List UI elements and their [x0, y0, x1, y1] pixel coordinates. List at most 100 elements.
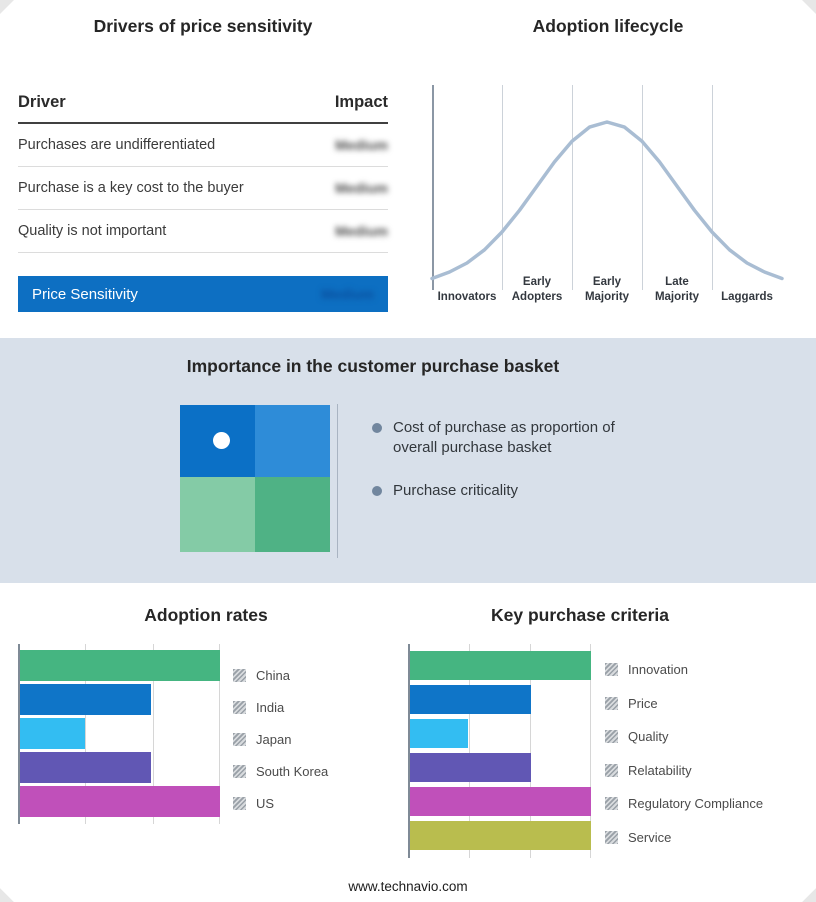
- basket-axis-line: [337, 404, 338, 558]
- stage-label: Laggards: [721, 290, 773, 303]
- basket-bullets: Cost of purchase as proportion of overal…: [372, 418, 630, 525]
- adoption-rates-chart: [18, 644, 220, 824]
- bottom-charts-section: Adoption rates Key purchase criteria Chi…: [0, 583, 816, 902]
- legend-label: India: [256, 699, 285, 715]
- lifecycle-bell-curve: [430, 120, 784, 281]
- bullet-item: Purchase criticality: [372, 481, 630, 501]
- legend-item: Innovation: [605, 653, 763, 687]
- gridline: [152, 644, 154, 824]
- legend-swatch-icon: [605, 696, 618, 710]
- legend-label: US: [256, 795, 275, 811]
- column-header-driver: Driver: [18, 93, 66, 111]
- bar-japan: [18, 717, 85, 749]
- stage-divider-line: [502, 85, 503, 290]
- bullet-icon: [372, 486, 382, 496]
- gridline: [529, 644, 531, 858]
- bullet-item: Cost of purchase as proportion of overal…: [372, 418, 630, 457]
- driver-cell: Purchase is a key cost to the buyer: [18, 180, 244, 196]
- bar-service: [408, 820, 591, 850]
- bar-row: [18, 750, 220, 784]
- legend-label: China: [256, 667, 290, 683]
- bar-quality: [408, 718, 469, 748]
- legend-label: Innovation: [628, 662, 688, 678]
- stage-label: Late Majority: [654, 276, 700, 303]
- quadrant-bottom-right: [255, 477, 330, 552]
- bar-us: [18, 785, 220, 817]
- legend-swatch-icon: [233, 668, 246, 682]
- legend-label: Quality: [628, 729, 669, 745]
- legend-label: Relatability: [628, 762, 692, 778]
- gridline: [85, 644, 87, 824]
- legend-item: India: [233, 691, 328, 723]
- bar-row: [408, 682, 591, 716]
- key-purchase-criteria-axis-line: [408, 644, 410, 858]
- lifecycle-chart: [430, 85, 784, 290]
- drivers-table: Driver Impact Purchases are undifferenti…: [18, 93, 388, 312]
- legend-swatch-icon: [233, 700, 246, 714]
- bar-row: [408, 784, 591, 818]
- drivers-table-header: Driver Impact: [18, 93, 388, 124]
- lifecycle-title: Adoption lifecycle: [532, 16, 684, 36]
- quadrant-top-left: [180, 405, 255, 477]
- price-sensitivity-summary-bar: Price Sensitivity Medium: [18, 276, 388, 312]
- legend-label: Service: [628, 829, 672, 845]
- bar-row: [18, 648, 220, 682]
- legend-item: Japan: [233, 723, 328, 755]
- stage-divider-line: [642, 85, 643, 290]
- bar-price: [408, 684, 531, 714]
- legend-label: South Korea: [256, 763, 329, 779]
- legend-swatch-icon: [233, 796, 246, 810]
- lifecycle-stage-labels: Innovators Early Adopters Early Majority…: [432, 262, 782, 304]
- impact-cell-blurred: Medium: [335, 180, 388, 196]
- stage-label: Early Adopters: [511, 276, 563, 303]
- legend-item: South Korea: [233, 755, 328, 787]
- legend-swatch-icon: [233, 732, 246, 746]
- table-row: Purchases are undifferentiated Medium: [18, 124, 388, 167]
- bar-regulatory-compliance: [408, 786, 591, 816]
- legend-item: China: [233, 659, 328, 691]
- legend-swatch-icon: [605, 730, 618, 744]
- legend-label: Price: [628, 695, 658, 711]
- adoption-rates-legend: China India Japan South Korea US: [233, 659, 328, 819]
- bar-row: [408, 648, 591, 682]
- gridline: [218, 644, 220, 824]
- stage-divider-line: [712, 85, 713, 290]
- price-sensitivity-impact-blurred: Medium: [321, 286, 374, 302]
- bar-china: [18, 649, 220, 681]
- adoption-rates-title: Adoption rates: [144, 605, 268, 625]
- impact-cell-blurred: Medium: [335, 223, 388, 239]
- table-row: Quality is not important Medium: [18, 210, 388, 253]
- column-header-impact: Impact: [334, 93, 388, 111]
- bar-row: [408, 716, 591, 750]
- bar-row: [18, 716, 220, 750]
- legend-item: US: [233, 787, 328, 819]
- drivers-section: Drivers of price sensitivity Driver Impa…: [18, 16, 388, 312]
- adoption-rates-axis-line: [18, 644, 20, 824]
- lifecycle-section: Adoption lifecycle: [430, 16, 786, 37]
- legend-swatch-icon: [605, 663, 618, 677]
- key-purchase-criteria-chart: [408, 644, 591, 858]
- gridline: [468, 644, 470, 858]
- basket-title: Importance in the customer purchase bask…: [186, 356, 560, 376]
- bar-row: [408, 750, 591, 784]
- basket-quadrant-graphic: [180, 405, 330, 552]
- legend-swatch-icon: [605, 763, 618, 777]
- legend-swatch-icon: [233, 764, 246, 778]
- bar-row: [408, 818, 591, 852]
- drivers-title: Drivers of price sensitivity: [93, 16, 313, 36]
- driver-cell: Quality is not important: [18, 223, 167, 239]
- technavio-link[interactable]: www.technavio.com: [348, 879, 468, 894]
- legend-item: Relatability: [605, 754, 763, 788]
- key-purchase-criteria-title: Key purchase criteria: [490, 605, 669, 625]
- bar-innovation: [408, 650, 591, 680]
- bar-row: [18, 784, 220, 818]
- quadrant-bottom-left: [180, 477, 255, 552]
- bullet-icon: [372, 423, 382, 433]
- driver-cell: Purchases are undifferentiated: [18, 137, 216, 153]
- price-sensitivity-label: Price Sensitivity: [32, 285, 138, 303]
- stage-divider-line: [572, 85, 573, 290]
- legend-item: Price: [605, 687, 763, 721]
- table-row: Purchase is a key cost to the buyer Medi…: [18, 167, 388, 210]
- legend-item: Service: [605, 821, 763, 855]
- key-purchase-criteria-legend: Innovation Price Quality Relatability Re…: [605, 653, 763, 854]
